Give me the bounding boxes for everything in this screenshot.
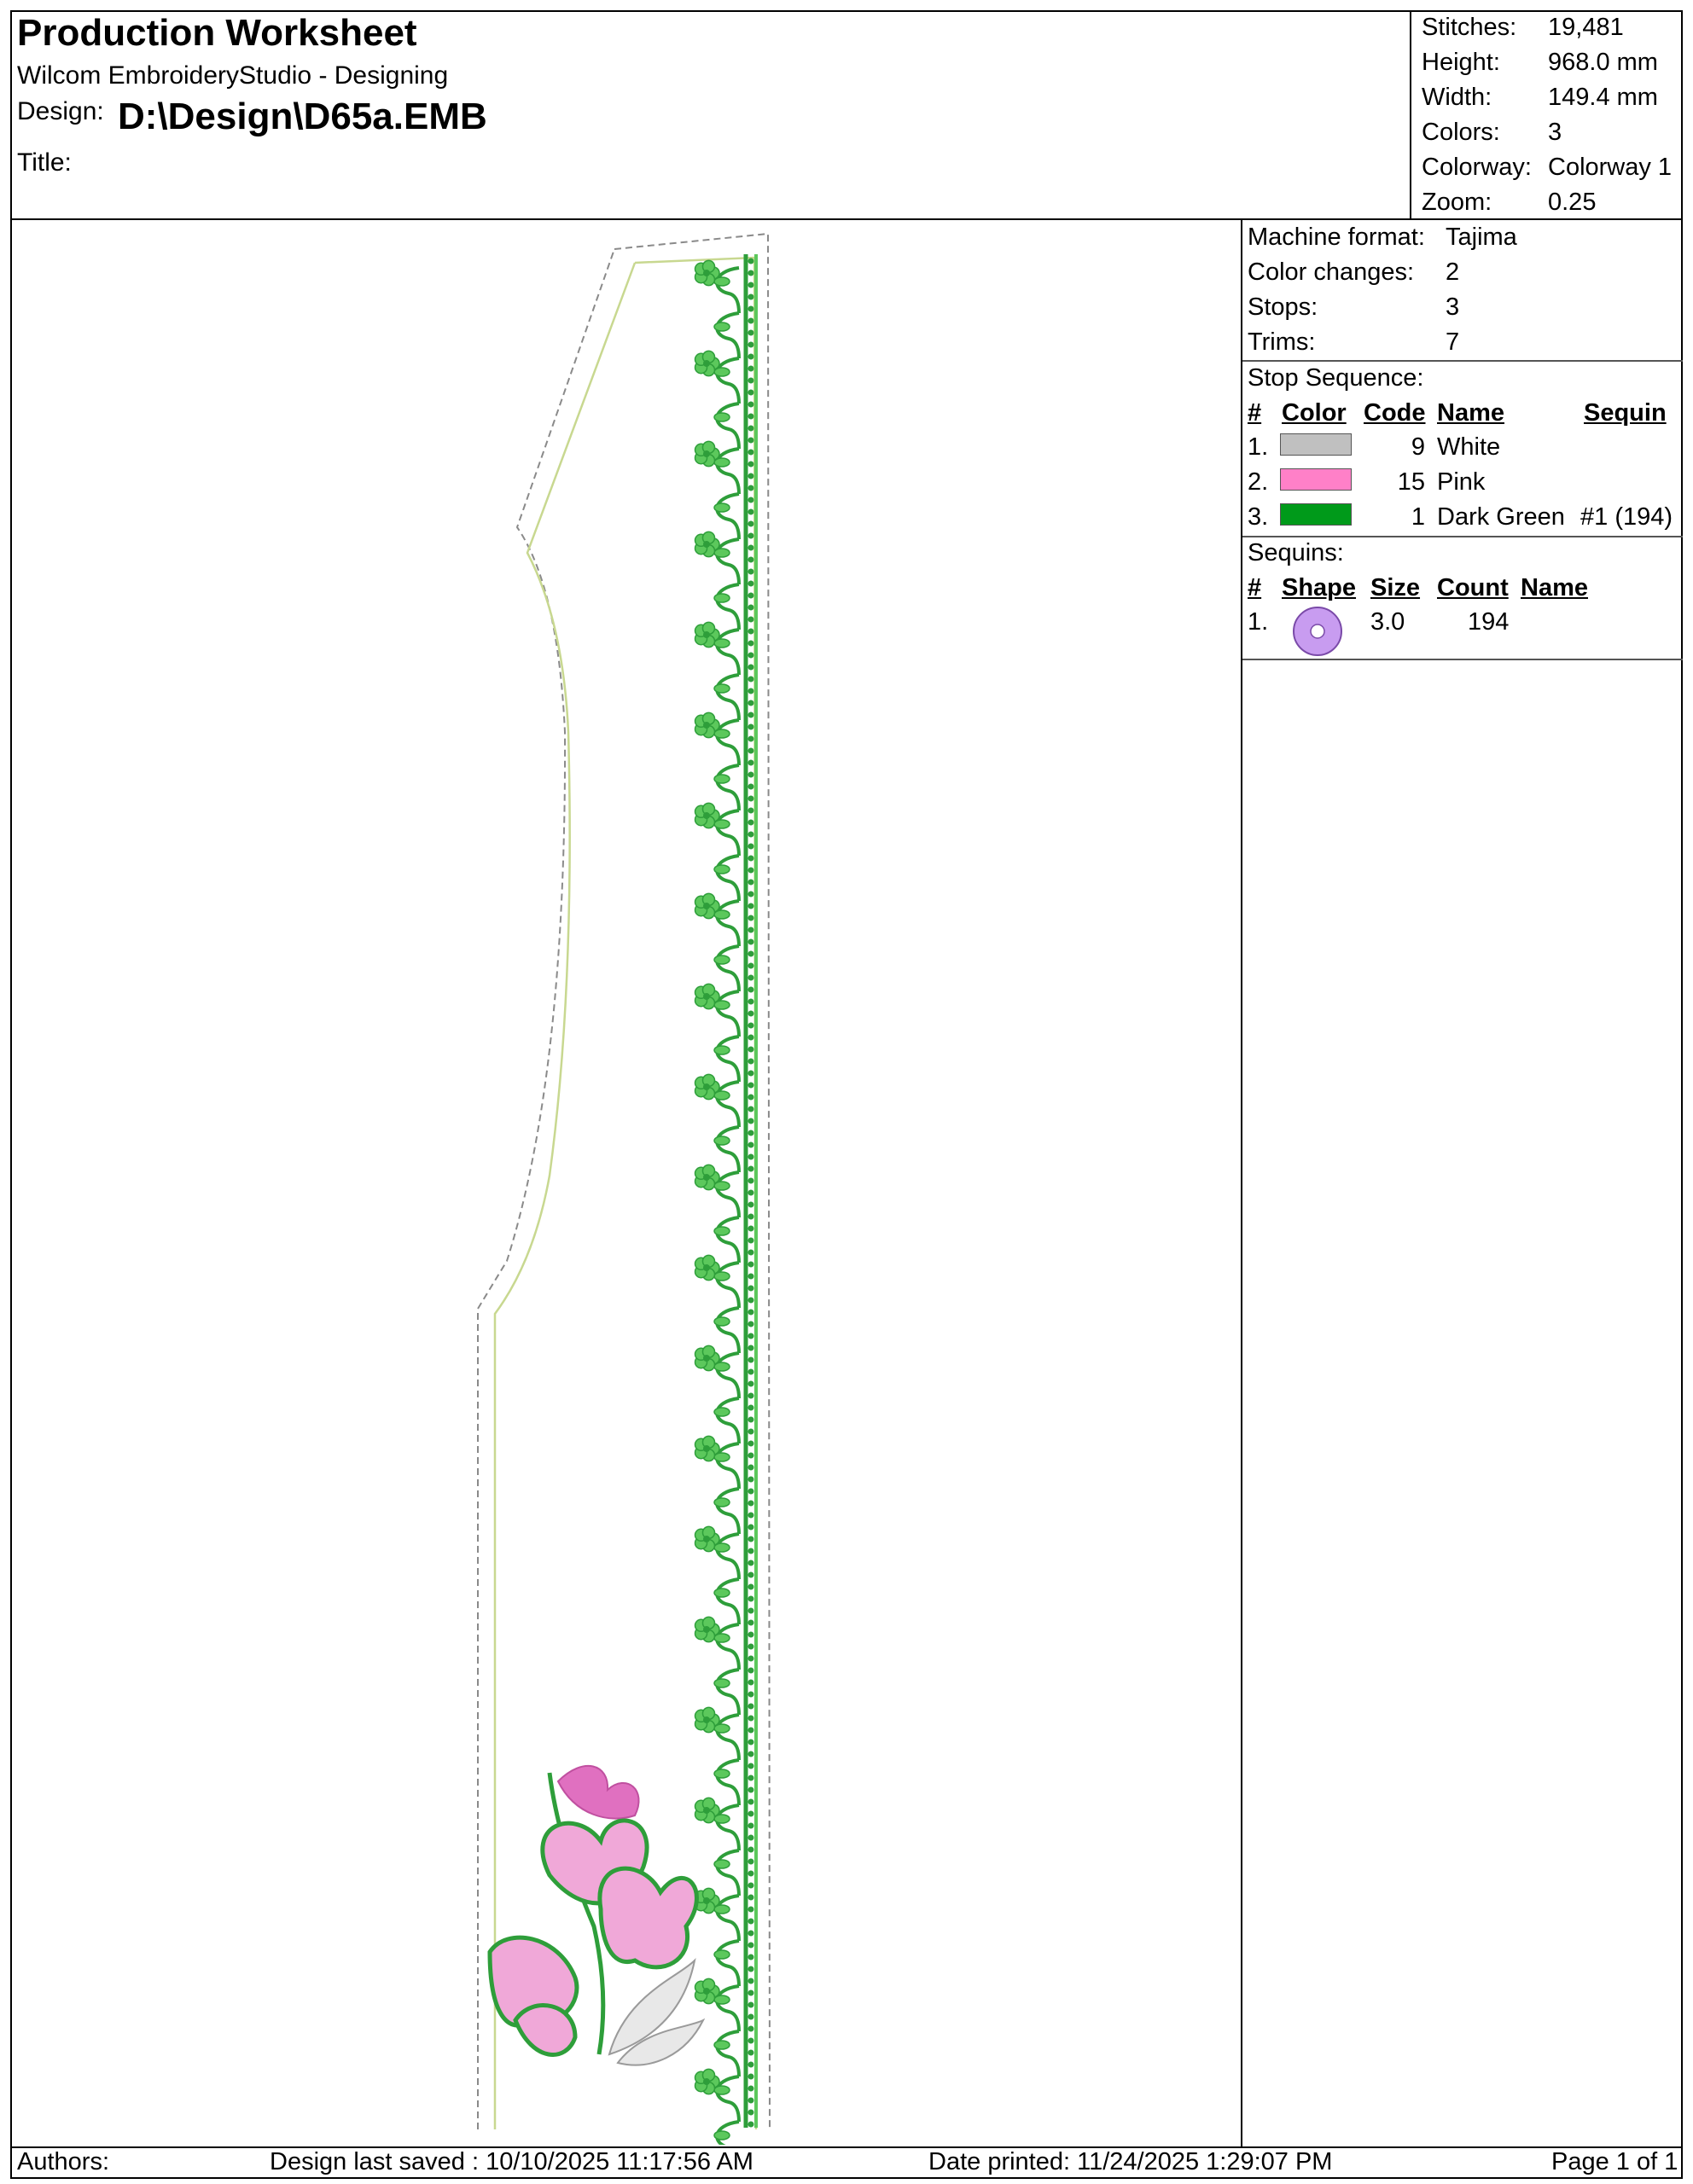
- summary-colorway-value: Colorway 1: [1548, 154, 1673, 181]
- machine-format-value: Tajima: [1446, 224, 1517, 251]
- right-panel-divider: [1241, 218, 1242, 2148]
- page-title: Production Worksheet: [17, 12, 417, 54]
- stop-sequence-divider: [1242, 536, 1683, 537]
- design-label: Design:: [17, 97, 104, 125]
- sequin-col-name: Name: [1521, 574, 1588, 601]
- sequin-col-count: Count: [1437, 574, 1509, 601]
- summary-stitches-value: 19,481: [1548, 14, 1624, 41]
- footer-last-saved: Design last saved : 10/10/2025 11:17:56 …: [270, 2148, 753, 2175]
- title-label: Title:: [17, 148, 72, 177]
- sequin-size: 3.0: [1370, 608, 1405, 636]
- row-code: 15: [1397, 468, 1425, 496]
- trims-value: 7: [1446, 328, 1460, 356]
- summary-width-label: Width:: [1422, 84, 1492, 111]
- col-sequin: Sequin: [1584, 399, 1667, 427]
- row-sequin: #1 (194): [1580, 503, 1673, 531]
- summary-divider: [1410, 10, 1411, 220]
- sequin-col-shape: Shape: [1282, 574, 1357, 601]
- round-sequin-icon: [1293, 607, 1342, 656]
- machine-divider: [1242, 360, 1683, 362]
- footer-date-printed: Date printed: 11/24/2025 1:29:07 PM: [928, 2148, 1333, 2175]
- summary-width-value: 149.4 mm: [1548, 84, 1658, 111]
- row-num: 3.: [1248, 503, 1269, 531]
- color-changes-label: Color changes:: [1248, 258, 1415, 286]
- col-name: Name: [1437, 399, 1504, 427]
- footer-page-number: Page 1 of 1: [1551, 2148, 1678, 2175]
- sequin-col-size: Size: [1370, 574, 1421, 601]
- sequins-heading: Sequins:: [1248, 539, 1344, 566]
- row-num: 1.: [1248, 433, 1269, 461]
- summary-stitches-label: Stitches:: [1422, 14, 1517, 41]
- summary-zoom-value: 0.25: [1548, 189, 1597, 216]
- footer-authors: Authors:: [17, 2148, 109, 2175]
- summary-height-label: Height:: [1422, 49, 1500, 76]
- stops-value: 3: [1446, 293, 1460, 321]
- row-code: 1: [1411, 503, 1425, 531]
- color-swatch: [1280, 503, 1352, 526]
- row-code: 9: [1411, 433, 1425, 461]
- summary-colors-label: Colors:: [1422, 119, 1500, 146]
- stop-sequence-heading: Stop Sequence:: [1248, 364, 1424, 392]
- sequins-divider: [1242, 659, 1683, 660]
- summary-colorway-label: Colorway:: [1422, 154, 1532, 181]
- row-num: 2.: [1248, 468, 1269, 496]
- color-swatch: [1280, 433, 1352, 456]
- row-name: Dark Green: [1437, 503, 1565, 531]
- sequin-count: 194: [1468, 608, 1510, 636]
- col-num: #: [1248, 399, 1262, 427]
- trims-label: Trims:: [1248, 328, 1316, 356]
- design-preview: [477, 232, 771, 2145]
- worksheet-frame: [10, 10, 1683, 2179]
- sequin-row-num: 1.: [1248, 608, 1269, 636]
- sequin-col-num: #: [1248, 574, 1262, 601]
- row-name: White: [1437, 433, 1501, 461]
- summary-height-value: 968.0 mm: [1548, 49, 1658, 76]
- software-name: Wilcom EmbroideryStudio - Designing: [17, 61, 449, 90]
- panel-dashed-outline: [477, 232, 771, 2130]
- row-name: Pink: [1437, 468, 1486, 496]
- stops-label: Stops:: [1248, 293, 1318, 321]
- col-color: Color: [1282, 399, 1347, 427]
- col-code: Code: [1364, 399, 1426, 427]
- summary-colors-value: 3: [1548, 119, 1562, 146]
- footer-top-rule: [10, 2146, 1683, 2148]
- border-vine: [694, 254, 758, 2145]
- design-path: D:\Design\D65a.EMB: [118, 96, 487, 137]
- color-swatch: [1280, 468, 1352, 491]
- color-changes-value: 2: [1446, 258, 1460, 286]
- flower-motif: [487, 1765, 706, 2066]
- machine-format-label: Machine format:: [1248, 224, 1425, 251]
- header-bottom-rule: [10, 218, 1683, 220]
- summary-zoom-label: Zoom:: [1422, 189, 1492, 216]
